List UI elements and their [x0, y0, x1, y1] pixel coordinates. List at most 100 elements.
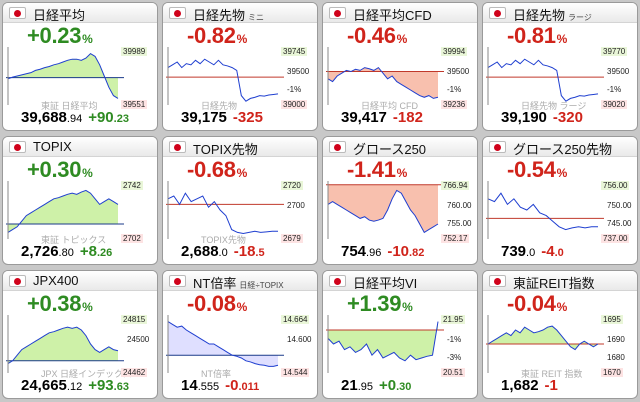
chart-price-line	[327, 66, 439, 99]
tile-footer: 1,682 -1	[501, 377, 558, 395]
japan-flag-icon	[9, 275, 26, 287]
chart-mid-label-2: -3%	[447, 353, 462, 362]
price-integer: 739	[501, 243, 527, 260]
intraday-chart	[486, 181, 604, 239]
price-integer: 1,682	[501, 377, 539, 394]
percent-value: -0.82	[187, 23, 236, 48]
japan-flag-icon	[329, 7, 346, 19]
tile-footer: 754.96 -10.82	[341, 243, 424, 261]
percent-change: -0.08%	[187, 291, 247, 317]
chart-mid-label-2: -1%	[447, 85, 462, 94]
chart-price-line	[487, 192, 598, 231]
tile-title-text: TOPIX先物	[193, 142, 258, 157]
current-price: 739.0	[501, 243, 535, 260]
price-integer: 39,175	[181, 109, 227, 126]
chart-mid-label: 760.00	[447, 201, 472, 210]
price-change: +90.23	[88, 109, 129, 126]
market-tile[interactable]: NT倍率 日経÷TOPIX -0.08% NT倍率 14.664 14.600 14.544…	[162, 270, 318, 399]
tile-subtitle: ミニ	[248, 13, 265, 22]
price-change: -1	[545, 377, 558, 394]
tile-title-text: グロース250	[353, 142, 427, 157]
chart-high-label: 1695	[601, 315, 623, 324]
tile-title: JPX400	[33, 273, 79, 288]
market-tile[interactable]: 日経平均CFD -0.46% 日経平均 CFD 39994 39500 -1% 39236 3…	[322, 2, 478, 131]
tile-title: 日経平均VI	[353, 273, 417, 292]
percent-unit: %	[236, 32, 248, 46]
change-decimal: .011	[238, 381, 260, 393]
price-decimal: .95	[357, 381, 373, 393]
tile-footer: 39,190 -320	[501, 109, 583, 127]
market-tile[interactable]: 日経先物 ラージ -0.81% 日経先物 ラージ 39770 39500 -1% 39020 3…	[482, 2, 638, 131]
market-tile[interactable]: TOPIX先物 -0.68% TOPIX先物 2720 2700 2679 2,688.0-…	[162, 136, 318, 265]
japan-flag-icon	[169, 7, 186, 19]
chart-watermark: 東証 日経平均	[41, 101, 98, 111]
tile-title: グロース250先物	[513, 139, 612, 158]
market-tile[interactable]: 日経先物 ミニ -0.82% 日経先物 39745 39500 -1% 39000 39,175…	[162, 2, 318, 131]
price-decimal: .80	[58, 247, 74, 259]
percent-unit: %	[236, 166, 248, 180]
current-price: 39,190	[501, 109, 547, 126]
chart-area-fill	[8, 53, 118, 99]
percent-value: -0.81	[507, 23, 556, 48]
percent-change: -0.46%	[347, 23, 407, 49]
tile-title-text: 日経平均CFD	[353, 8, 432, 23]
market-tile[interactable]: TOPIX +0.30% 東証 トピックス 2742 2702 2,726.80 +8.26	[2, 136, 158, 265]
percent-unit: %	[556, 32, 568, 46]
price-decimal: .96	[366, 247, 382, 259]
japan-flag-icon	[329, 141, 346, 153]
chart-mid-label-2: 755.00	[447, 219, 472, 228]
chart-watermark: JPX 日経インデックス400	[41, 369, 147, 379]
chart-price-line	[7, 52, 119, 99]
tile-header: グロース250先物	[483, 137, 637, 157]
chart-price-line	[167, 58, 279, 102]
tile-header: 日経先物 ミニ	[163, 3, 317, 23]
percent-change: +1.39%	[347, 291, 413, 317]
chart-mid-label: 39500	[287, 67, 310, 76]
chart-watermark: 東証 トピックス	[41, 235, 107, 245]
chart-watermark: TOPIX先物	[201, 235, 246, 245]
change-integer: +93	[88, 377, 114, 394]
percent-value: -0.46	[347, 23, 396, 48]
chart-watermark: 日経平均 CFD	[361, 101, 418, 111]
tile-title-text: グロース250先物	[513, 142, 613, 157]
price-integer: 39,417	[341, 109, 387, 126]
percent-value: -0.68	[187, 157, 236, 182]
chart-price-line	[7, 326, 119, 365]
price-change: +0.30	[379, 377, 411, 394]
market-tile[interactable]: 日経平均 +0.23% 東証 日経平均 39989 39551 39,688.94 +90.…	[2, 2, 158, 131]
market-tile[interactable]: JPX400 +0.38% JPX 日経インデックス400 24815 24500 244…	[2, 270, 158, 399]
price-change: -325	[233, 109, 263, 126]
percent-change: +0.30%	[27, 157, 93, 183]
tile-title: 日経平均	[33, 5, 85, 24]
tile-footer: 39,417 -182	[341, 109, 423, 127]
percent-change: -0.54%	[507, 157, 567, 183]
change-integer: -320	[552, 109, 583, 126]
chart-price-line	[487, 58, 599, 102]
tile-header: TOPIX	[3, 137, 157, 157]
chart-low-label: 39020	[601, 100, 628, 109]
tile-footer: 2,688.0 -18.5	[181, 243, 265, 261]
tile-header: TOPIX先物	[163, 137, 317, 157]
market-tile[interactable]: グロース250 -1.41% 766.94 760.00 755.00 752.17 754…	[322, 136, 478, 265]
chart-watermark: 日経先物 ラージ	[521, 101, 587, 111]
chart-low-label: 752.17	[441, 234, 470, 243]
market-tile[interactable]: 東証REIT指数 -0.04% 東証 REIT 指数 1695 1690 1680 1670…	[482, 270, 638, 399]
market-tile[interactable]: 日経平均VI +1.39% 21.95 -1% -3% 20.51 21.95 +0.30	[322, 270, 478, 399]
tile-title: 東証REIT指数	[513, 273, 595, 292]
tile-footer: 2,726.80 +8.26	[21, 243, 112, 261]
chart-price-line	[487, 325, 599, 351]
current-price: 2,688.0	[181, 243, 228, 260]
tile-subtitle: 日経÷TOPIX	[239, 281, 284, 290]
chart-watermark: NT倍率	[201, 369, 231, 379]
market-tile[interactable]: グロース250先物 -0.54% 756.00 750.00 745.00 737.00 7…	[482, 136, 638, 265]
current-price: 39,688.94	[21, 109, 82, 126]
chart-high-label: 39994	[441, 47, 468, 56]
tile-footer: 24,665.12 +93.63	[21, 377, 129, 395]
change-integer: -325	[232, 109, 263, 126]
chart-high-label: 766.94	[441, 181, 470, 190]
change-decimal: .0	[554, 247, 564, 259]
percent-value: -0.08	[187, 291, 236, 316]
intraday-chart	[326, 181, 444, 239]
change-decimal: .82	[409, 247, 425, 259]
